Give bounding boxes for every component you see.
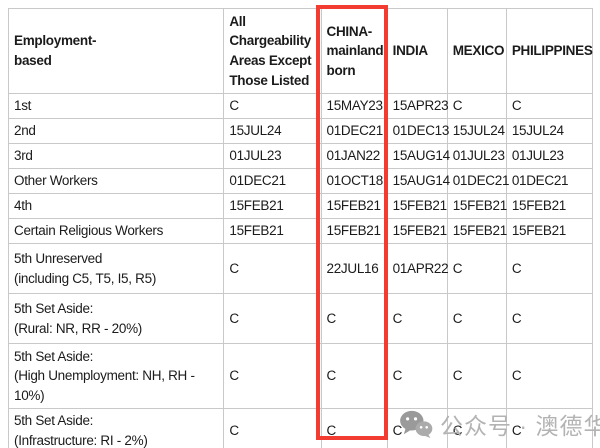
date-cell: 15FEB21 (320, 193, 388, 219)
date-cell: 15AUG14 (386, 143, 450, 169)
table-row-5th-set-aside-infrastructure: 5th Set Aside: (Infrastructure: RI - 2%)… (7, 407, 594, 448)
date-cell: C (386, 343, 448, 409)
date-cell: C (446, 343, 507, 409)
row-label: 1st (7, 93, 225, 119)
date-cell: 15FEB21 (446, 218, 507, 244)
date-cell: C (223, 93, 322, 119)
row-label: 5th Set Aside: (Rural: NR, RR - 20%) (7, 293, 225, 344)
column-header-all-chargeability: All Chargeability Areas Except Those Lis… (223, 8, 322, 94)
date-cell: C (223, 243, 322, 294)
column-header-employment-based: Employment- based (7, 8, 225, 94)
date-cell: 15FEB21 (320, 218, 388, 244)
date-cell: 01JUL23 (446, 143, 507, 169)
table-row-other-workers: Other Workers 01DEC21 01OCT18 15AUG14 01… (7, 168, 594, 194)
row-label: 2nd (7, 118, 225, 144)
date-cell: 15FEB21 (505, 218, 594, 244)
date-cell: C (446, 93, 507, 119)
row-label: 5th Unreserved (including C5, T5, I5, R5… (7, 243, 225, 294)
table-row-5th-set-aside-high-unemployment: 5th Set Aside: (High Unemployment: NH, R… (7, 343, 594, 409)
date-cell: C (320, 343, 388, 409)
date-cell: 15FEB21 (386, 218, 448, 244)
column-header-mexico: MEXICO (446, 8, 507, 94)
date-cell: 15FEB21 (223, 218, 322, 244)
date-cell: C (505, 407, 594, 448)
watermark: 公众号 · 澳德华出国 (399, 407, 600, 441)
table-row-certain-religious-workers: Certain Religious Workers 15FEB21 15FEB2… (7, 218, 594, 244)
date-cell: 15FEB21 (386, 193, 448, 219)
date-cell: 15JUL24 (505, 118, 594, 144)
wechat-icon (399, 410, 433, 438)
date-cell: 01DEC21 (223, 168, 322, 194)
date-cell: 15FEB21 (223, 193, 322, 219)
date-cell: 15JUL24 (223, 118, 322, 144)
row-label: 5th Set Aside: (High Unemployment: NH, R… (7, 343, 225, 409)
row-label: 4th (7, 193, 225, 219)
watermark-text: 公众号 · 澳德华出国 (440, 413, 600, 439)
date-cell: C (320, 293, 388, 344)
date-cell: C (446, 293, 507, 344)
date-cell: 22JUL16 (320, 243, 388, 294)
date-cell: 15AUG14 (386, 168, 450, 194)
date-cell: C (446, 243, 507, 294)
table-row-5th-unreserved: 5th Unreserved (including C5, T5, I5, R5… (7, 243, 594, 294)
row-label: 5th Set Aside: (Infrastructure: RI - 2%) (7, 407, 225, 448)
column-header-philippines: PHILIPPINES (505, 8, 594, 94)
date-cell: 01JUL23 (223, 143, 322, 169)
table-row-2nd: 2nd 15JUL24 01DEC21 01DEC13 15JUL24 15JU… (7, 118, 594, 144)
date-cell: C (446, 407, 507, 448)
row-label: Certain Religious Workers (7, 218, 225, 244)
date-cell: C (320, 407, 388, 448)
column-header-china-mainland-born: CHINA- mainland born (320, 8, 388, 94)
date-cell: C (505, 293, 594, 344)
table-row-1st: 1st C 15MAY23 15APR23 C C (7, 93, 594, 119)
date-cell: 01OCT18 (320, 168, 388, 194)
date-cell: 01JUL23 (505, 143, 594, 169)
row-label: Other Workers (7, 168, 225, 194)
date-cell: 01JAN22 (320, 143, 388, 169)
date-cell: C (386, 293, 448, 344)
date-cell: 15MAY23 (320, 93, 388, 119)
date-cell: C (505, 93, 594, 119)
column-header-india: INDIA (386, 8, 448, 94)
visa-bulletin-table: Employment- based All Chargeability Area… (7, 8, 594, 448)
table-row-4th: 4th 15FEB21 15FEB21 15FEB21 15FEB21 15FE… (7, 193, 594, 219)
header-row: Employment- based All Chargeability Area… (7, 8, 594, 94)
date-cell: 15JUL24 (446, 118, 507, 144)
date-cell: 01DEC21 (446, 168, 509, 194)
date-cell: 01DEC13 (386, 118, 449, 144)
date-cell: 01DEC21 (320, 118, 388, 144)
date-cell: 15FEB21 (446, 193, 507, 219)
date-cell: C (223, 407, 322, 448)
date-cell: C (223, 293, 322, 344)
date-cell: C (505, 343, 594, 409)
date-cell: 01APR22 (386, 243, 449, 294)
date-cell: 15FEB21 (505, 193, 594, 219)
date-cell: C (223, 343, 322, 409)
date-cell: 15APR23 (386, 93, 449, 119)
date-cell: 01DEC21 (505, 168, 594, 194)
date-cell: C (505, 243, 594, 294)
row-label: 3rd (7, 143, 225, 169)
table-row-3rd: 3rd 01JUL23 01JAN22 15AUG14 01JUL23 01JU… (7, 143, 594, 169)
table-row-5th-set-aside-rural: 5th Set Aside: (Rural: NR, RR - 20%) C C… (7, 293, 594, 344)
